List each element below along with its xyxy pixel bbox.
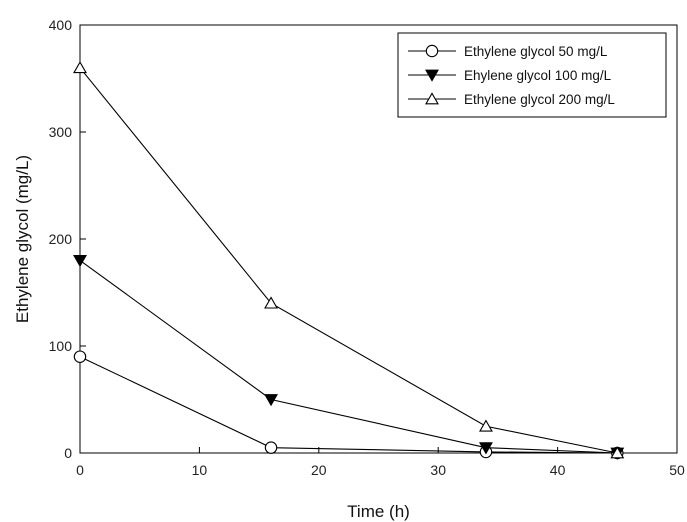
series-1 [73,350,624,460]
legend-item: Ethylene glycol 200 mg/L [408,92,615,107]
y-axis-title: Ethylene glycol (mg/L) [13,155,32,323]
legend-marker [425,69,439,82]
data-point [610,446,625,459]
x-tick-label: 0 [76,462,84,478]
legend-label: Ethylene glycol 50 mg/L [464,44,608,59]
legend-item: Ethylene glycol 50 mg/L [408,44,608,59]
legend-label: Ethylene glycol 200 mg/L [464,92,615,107]
data-point [73,255,87,268]
y-tick-label: 100 [49,338,73,354]
series-3 [73,60,625,459]
y-tick-label: 0 [64,445,72,461]
x-axis-ticks: 0 10 20 30 40 50 [76,447,685,478]
series-2 [73,255,625,460]
x-tick-label: 30 [430,462,446,478]
y-tick-label: 300 [49,124,73,140]
legend-marker [425,92,439,105]
x-tick-label: 20 [311,462,327,478]
data-point [264,296,278,309]
y-tick-label: 400 [49,17,73,33]
legend-marker [425,44,439,58]
data-point [479,419,493,432]
x-axis-title: Time (h) [347,502,410,521]
data-point [264,394,278,407]
series-line [79,259,618,454]
data-point [264,441,278,454]
series-layer [73,60,625,460]
legend-item: Ehylene glycol 100 mg/L [408,68,612,83]
y-axis-ticks: 0 100 200 300 400 [49,17,86,461]
data-point [479,442,493,455]
legend-label: Ehylene glycol 100 mg/L [464,68,612,83]
data-point [73,350,87,363]
y-tick-label: 200 [49,231,73,247]
x-tick-label: 10 [192,462,208,478]
series-line [79,67,618,454]
legend: Ethylene glycol 50 mg/L Ehylene glycol 10… [397,32,667,118]
series-line [79,356,618,454]
x-tick-label: 50 [669,462,685,478]
data-point [73,60,87,74]
x-tick-label: 40 [550,462,566,478]
